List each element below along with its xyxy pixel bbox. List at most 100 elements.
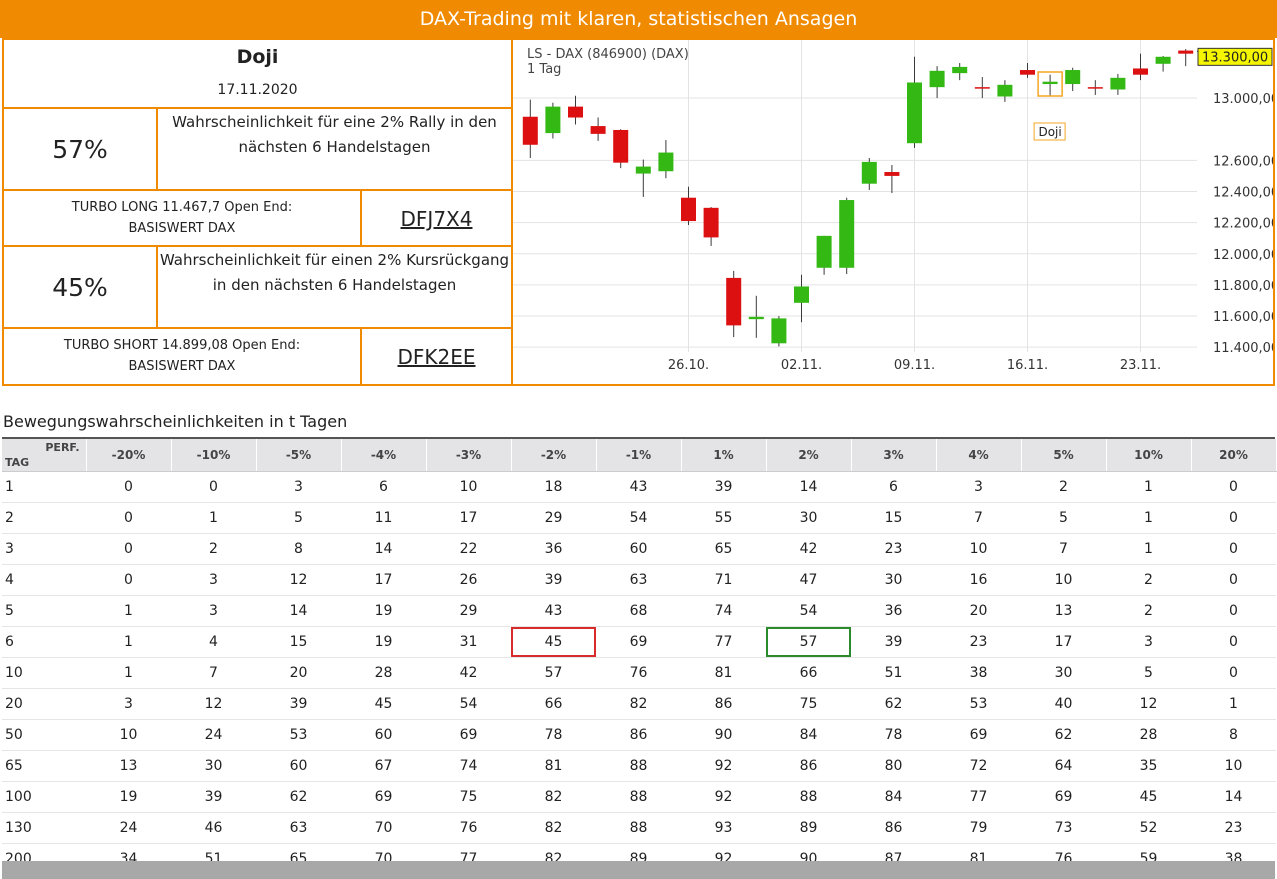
cell: 69 — [936, 719, 1021, 751]
cell: 77 — [936, 781, 1021, 813]
column-header: 10% — [1106, 439, 1192, 472]
column-header: 3% — [851, 439, 937, 472]
last-price-box — [1197, 47, 1273, 66]
cell: 93 — [681, 812, 766, 844]
candle-body — [545, 106, 561, 134]
candle-body — [839, 200, 855, 268]
cell: 69 — [1021, 781, 1106, 813]
cell: 3 — [86, 688, 171, 720]
candle-body — [658, 152, 674, 172]
table-row: 4 0 3 12 17 26 39 63 71 47 30 16 10 2 0 — [2, 564, 1276, 596]
cell: 0 — [1191, 502, 1276, 534]
cell: 30 — [766, 502, 851, 534]
candle-body — [1042, 81, 1058, 85]
cell: 42 — [766, 533, 851, 565]
candle-body — [974, 87, 990, 89]
candle-body — [1155, 56, 1171, 64]
chart-title: LS - DAX (846900) (DAX) — [527, 47, 689, 62]
cell: 20 — [256, 657, 341, 689]
cell: 2 — [1106, 564, 1191, 596]
cell: 45 — [511, 626, 596, 658]
candlestick-chart: LS - DAX (846900) (DAX) 1 Tag 11.400,00 1… — [513, 40, 1273, 384]
cell: 39 — [256, 688, 341, 720]
cell: 8 — [256, 533, 341, 565]
column-header: 2% — [766, 439, 852, 472]
candle-body — [568, 106, 583, 118]
cell: 24 — [171, 719, 256, 751]
cell: 1 — [171, 502, 256, 534]
long-text: Wahrscheinlichkeit für eine 2% Rally in … — [172, 113, 497, 156]
cell: 62 — [256, 781, 341, 813]
cell: 79 — [936, 812, 1021, 844]
row-header: 10 — [2, 657, 86, 689]
cell: 10 — [86, 719, 171, 751]
cell: 29 — [426, 595, 511, 627]
cell: 69 — [341, 781, 426, 813]
cell: 77 — [681, 626, 766, 658]
cell: 68 — [596, 595, 681, 627]
cell: 12 — [256, 564, 341, 596]
cell: 0 — [86, 502, 171, 534]
table-row: 5 1 3 14 19 29 43 68 74 54 36 20 13 2 0 — [2, 595, 1276, 627]
table-title: Bewegungswahrscheinlichkeiten in t Tagen — [3, 412, 348, 431]
cell: 2 — [1021, 471, 1106, 503]
candle-body — [1087, 87, 1103, 89]
cell: 53 — [256, 719, 341, 751]
candle-body — [1133, 68, 1148, 75]
cell: 62 — [851, 688, 936, 720]
pattern-name: Doji — [236, 46, 279, 68]
cell: 43 — [511, 595, 596, 627]
column-header: 20% — [1191, 439, 1277, 472]
row-header: 4 — [2, 564, 86, 596]
cell: 19 — [341, 626, 426, 658]
cell: 57 — [766, 626, 851, 658]
table-row: 130 24 46 63 70 76 82 88 93 89 86 79 73 52 23 — [2, 812, 1276, 844]
short-code-link[interactable]: DFK2EE — [397, 345, 476, 369]
cell: 38 — [936, 657, 1021, 689]
cell: 60 — [341, 719, 426, 751]
cell: 17 — [1021, 626, 1106, 658]
cell: 1 — [1106, 533, 1191, 565]
y-tick-label: 11.800,00 — [1213, 279, 1273, 294]
y-tick-label: 12.200,00 — [1213, 217, 1273, 232]
candle-body — [1110, 77, 1126, 90]
cell: 51 — [851, 657, 936, 689]
cell: 19 — [341, 595, 426, 627]
cell: 88 — [596, 750, 681, 782]
cell: 19 — [86, 781, 171, 813]
cell: 6 — [851, 471, 936, 503]
cell: 65 — [681, 533, 766, 565]
last-price-label: 13.300,00 — [1202, 50, 1268, 65]
long-code-link[interactable]: DFJ7X4 — [400, 207, 473, 231]
cell: 47 — [766, 564, 851, 596]
cell: 10 — [936, 533, 1021, 565]
cell: 46 — [171, 812, 256, 844]
cell: 10 — [426, 471, 511, 503]
cell: 0 — [1191, 564, 1276, 596]
cell: 92 — [681, 750, 766, 782]
cell: 86 — [596, 719, 681, 751]
cell: 6 — [341, 471, 426, 503]
cell: 72 — [936, 750, 1021, 782]
cell: 60 — [256, 750, 341, 782]
table-row: 20 3 12 39 45 54 66 82 86 75 62 53 40 12 1 — [2, 688, 1276, 720]
long-probability: 57% — [52, 134, 108, 164]
candle-body — [522, 116, 538, 145]
row-header: 65 — [2, 750, 86, 782]
row-header: 5 — [2, 595, 86, 627]
column-header: 1% — [681, 439, 767, 472]
candle-body — [771, 318, 787, 344]
table-row: 1 0 0 3 6 10 18 43 39 14 6 3 2 1 0 — [2, 471, 1276, 503]
cell: 81 — [511, 750, 596, 782]
cell: 54 — [426, 688, 511, 720]
cell: 29 — [511, 502, 596, 534]
cell: 35 — [1106, 750, 1191, 782]
cell: 39 — [171, 781, 256, 813]
y-tick-label: 13.000,00 — [1213, 92, 1273, 107]
cell: 63 — [596, 564, 681, 596]
table-row: 3 0 2 8 14 22 36 60 65 42 23 10 7 1 0 — [2, 533, 1276, 565]
y-tick-label: 12.600,00 — [1213, 154, 1273, 169]
short-text: Wahrscheinlichkeit für einen 2% Kursrück… — [159, 251, 510, 294]
cell: 76 — [426, 812, 511, 844]
cell: 84 — [851, 781, 936, 813]
